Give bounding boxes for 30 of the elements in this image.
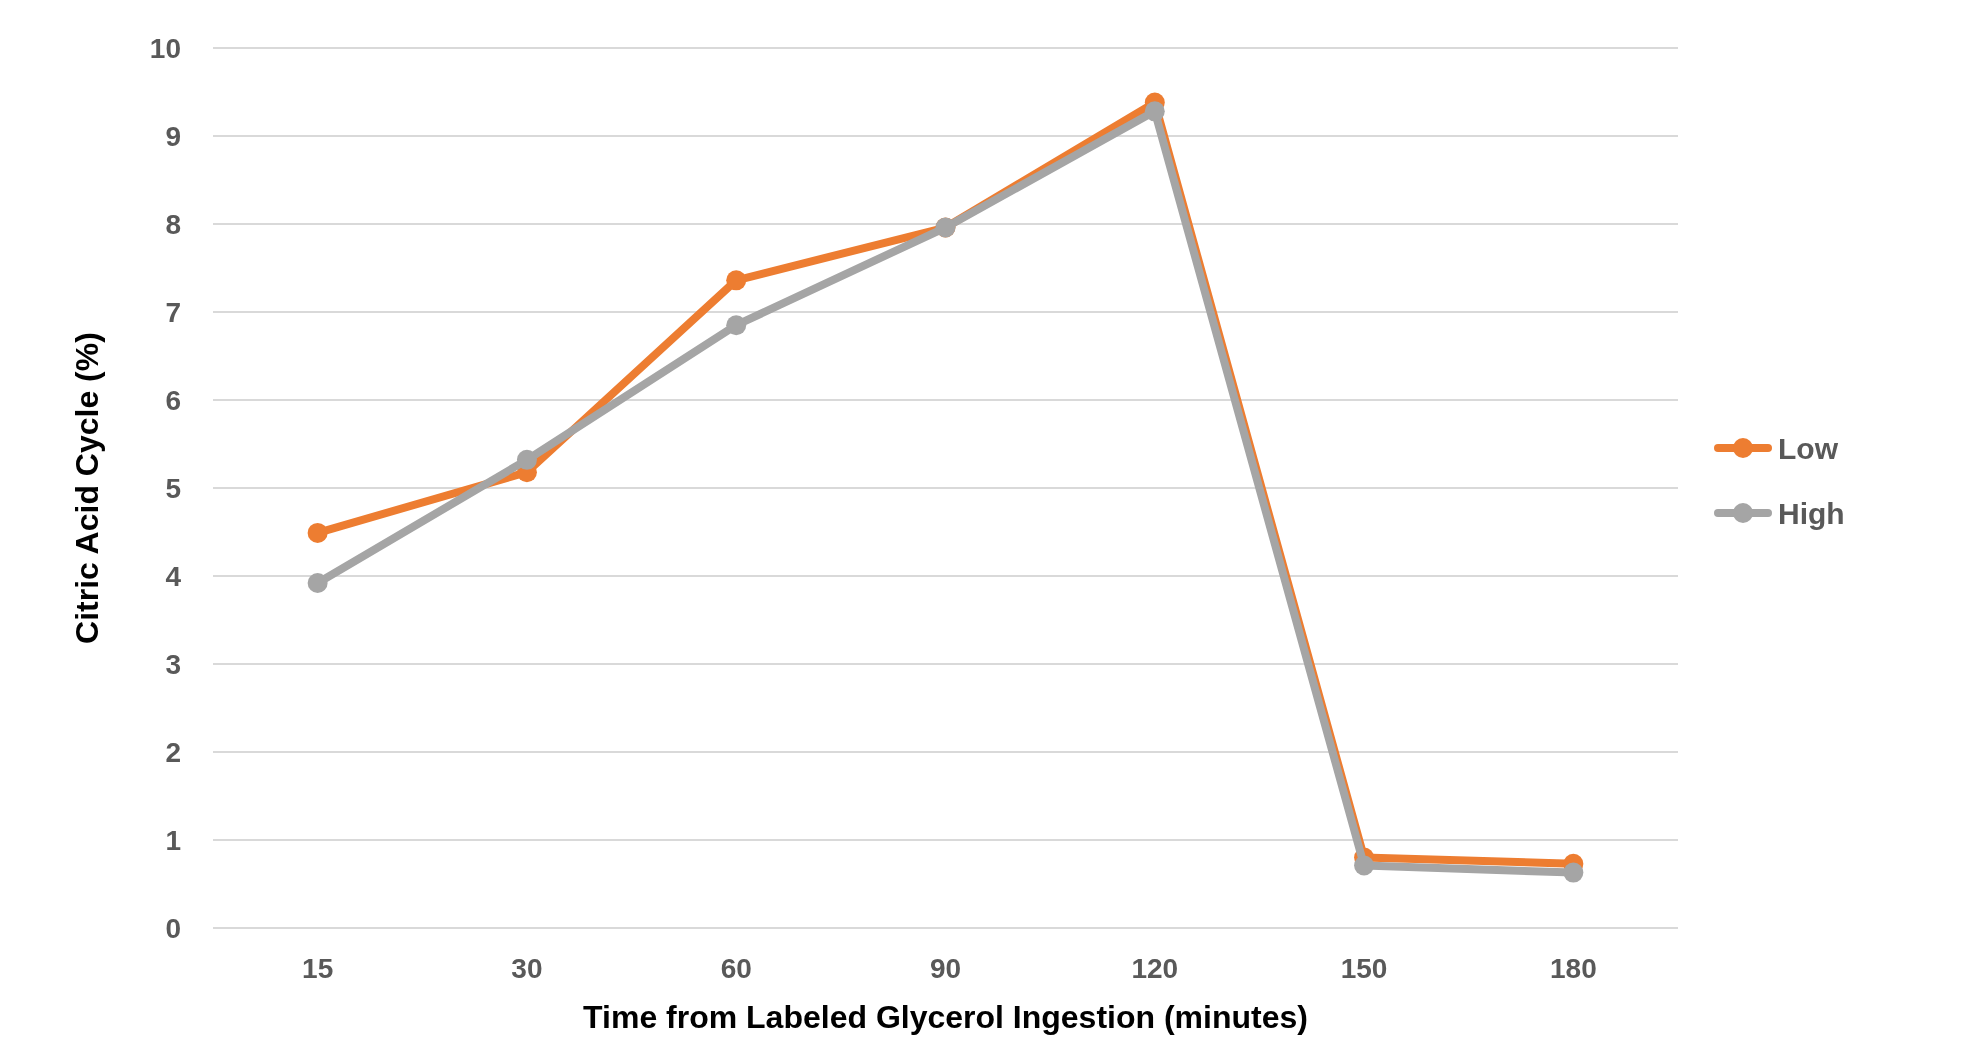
point: [516, 449, 537, 470]
point: [726, 315, 747, 336]
x-tick-label: 90: [929, 953, 962, 984]
point: [1354, 855, 1375, 876]
point: [307, 522, 328, 543]
legend-label: Low: [1778, 431, 1839, 465]
y-tick-label: 6: [165, 384, 181, 416]
x-tick-label: 60: [720, 953, 752, 984]
y-tick-label: 8: [165, 208, 181, 240]
x-tick-label: 30: [511, 953, 543, 984]
legend-label: High: [1778, 496, 1845, 530]
y-tick-label: 5: [165, 472, 181, 504]
y-tick-label: 9: [165, 120, 181, 152]
x-tick-label: 180: [1550, 953, 1597, 984]
point: [1144, 101, 1165, 122]
y-axis-title: Citric Acid Cycle (%): [69, 332, 105, 644]
y-tick-label: 0: [165, 912, 181, 944]
point: [1563, 862, 1584, 883]
y-tick-label: 3: [165, 648, 181, 680]
y-tick-label: 4: [165, 560, 182, 592]
y-tick-label: 10: [149, 32, 181, 64]
x-axis-title: Time from Labeled Glycerol Ingestion (minutes): [583, 999, 1308, 1035]
y-tick-label: 1: [165, 824, 181, 856]
x-tick-label: 120: [1131, 953, 1179, 984]
y-tick-label: 2: [165, 736, 181, 768]
x-tick-label: 15: [302, 953, 334, 984]
point: [726, 270, 747, 291]
point: [307, 573, 328, 594]
x-tick-label: 150: [1340, 953, 1388, 984]
y-tick-label: 7: [165, 296, 181, 328]
